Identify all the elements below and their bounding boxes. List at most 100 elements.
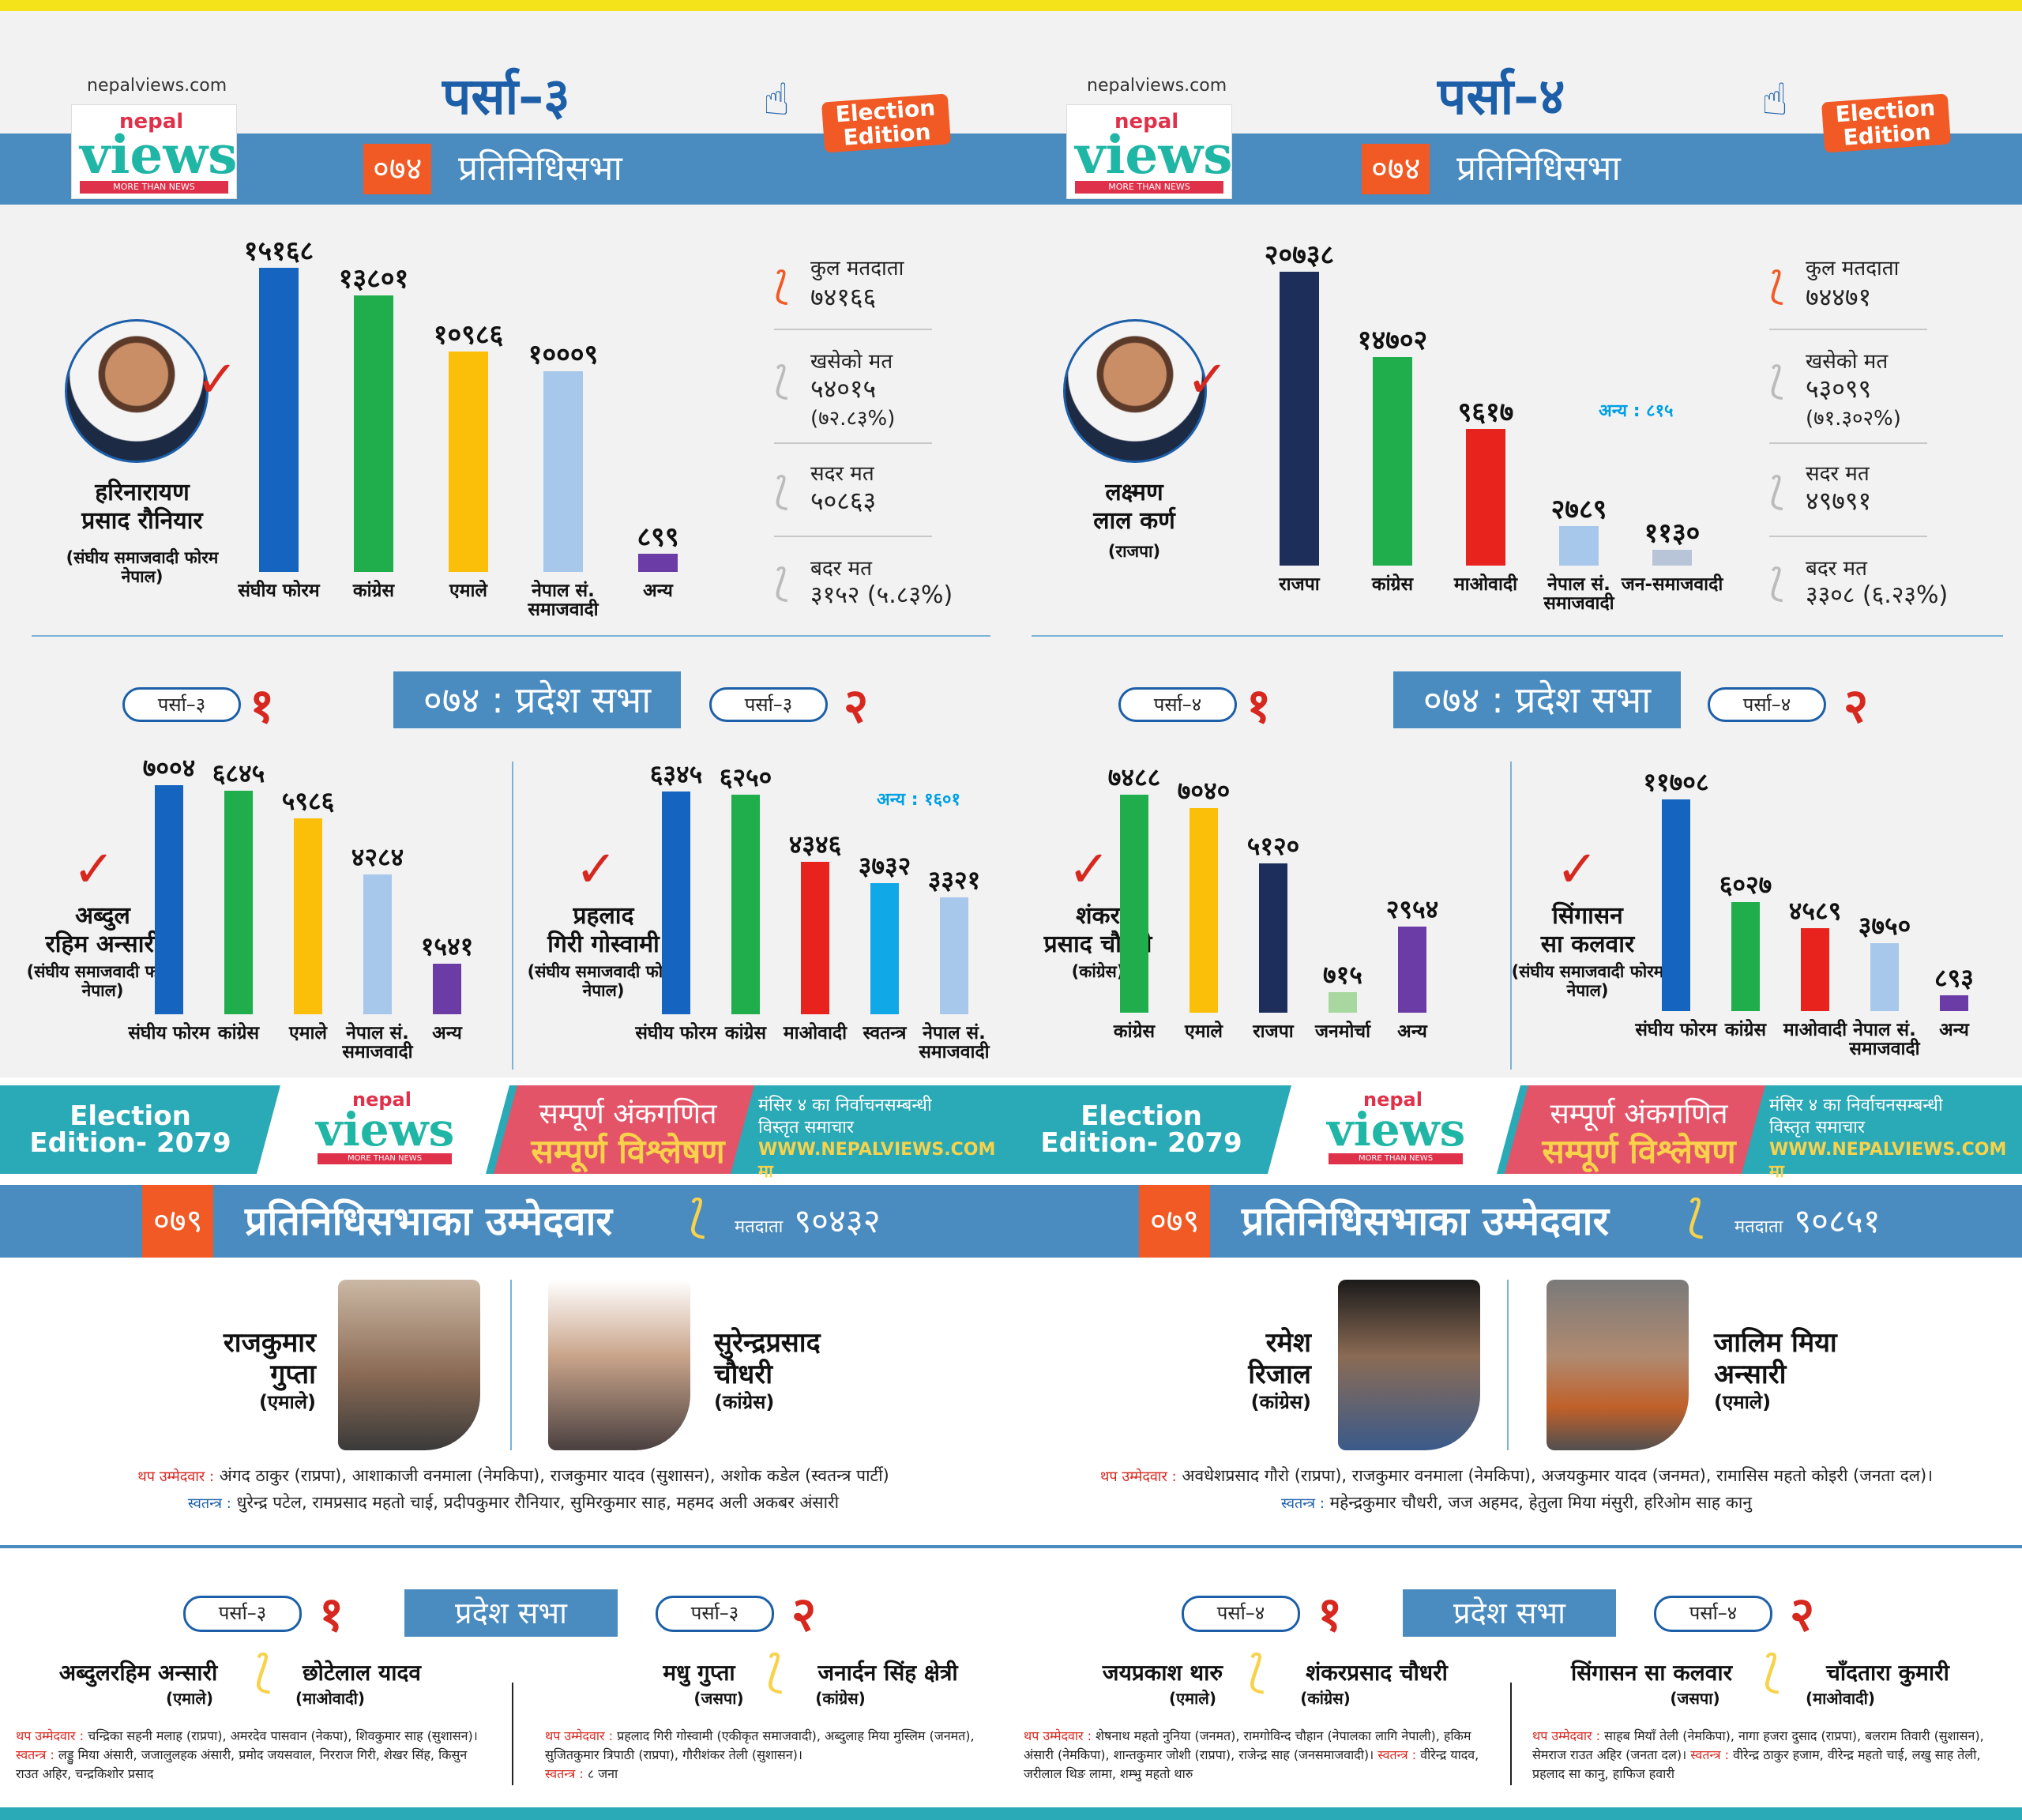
- p1-candidate-a-party: (एमाले): [1168, 1689, 1217, 1708]
- cast-votes-label: खसेको मत: [810, 350, 893, 374]
- p2-candidate-a-party: (जसपा): [1670, 1689, 1720, 1708]
- total-voters-label: कुल मतदाता: [810, 257, 904, 280]
- bar-value-label: १४७०२: [1357, 325, 1428, 356]
- banner-tagline2: सम्पूर्ण विश्लेषण: [1542, 1132, 1736, 1171]
- pradesh2-chart: ६३४५ संघीय फोरम ६२५० कांग्रेस ४३४६ माओवादी ३७३…: [0, 11, 1011, 1077]
- p2-winner-party: (संघीय समाजवादी फोरम नेपाल): [527, 962, 680, 1000]
- promo-banner[interactable]: Election Edition- 2079 nepal views MORE THA…: [0, 1085, 1011, 1182]
- pradesh2-pill: पर्सा–३: [709, 687, 828, 722]
- bar-4: [1870, 943, 1899, 1011]
- p1-candidate-a: अब्दुलरहिम अन्सारी: [58, 1660, 218, 1686]
- candidate1-name: रमेश रिजाल: [1248, 1327, 1311, 1390]
- winner-name: लक्ष्मण लाल कर्ण: [1093, 479, 1175, 535]
- candidate-divider: [1510, 1683, 1512, 1785]
- category-label: स्वतन्त्र: [863, 1023, 907, 1043]
- pradesh2-number: २: [791, 1587, 817, 1642]
- bar-value-label: ५१२०: [1246, 831, 1300, 861]
- bar-1: [155, 785, 183, 1014]
- total-voters-label: कुल मतदाता: [1806, 257, 1900, 280]
- house-label: प्रतिनिधिसभा: [1456, 149, 1621, 189]
- nepalviews-logo: nepal views MORE THAN NEWS: [1327, 1089, 1466, 1164]
- cast-votes-value: ५३०९९: [1806, 374, 1872, 404]
- p1-candidate-b-party: (माओवादी): [295, 1689, 365, 1708]
- candidate-divider: [1507, 1280, 1509, 1450]
- nepalviews-logo[interactable]: nepal views MORE THAN NEWS: [71, 104, 237, 199]
- pradesh1-number: १: [1317, 1587, 1343, 1642]
- bar-2: [731, 795, 760, 1014]
- pradesh-title: ०७४ : प्रदेश सभा: [1393, 671, 1681, 728]
- bar-value-label: ६८४५: [212, 758, 265, 788]
- top-stripe: [0, 0, 2022, 11]
- category-label: कांग्रेस: [1724, 1020, 1767, 1040]
- invalid-votes-value: ३१५२ (५.८३%): [810, 581, 953, 609]
- category-label: कांग्रेस: [724, 1023, 767, 1043]
- house-label: प्रतिनिधिसभा: [458, 149, 622, 189]
- bar-value-label: ११७०८: [1643, 767, 1709, 797]
- candidate-photo: [1338, 1280, 1480, 1450]
- bar-1: [259, 268, 299, 572]
- p1-candidate-b-party: (कांग्रेस): [1300, 1689, 1351, 1708]
- bar-value-label: ७०४०: [1177, 776, 1231, 806]
- others-note: अन्य : १६०१: [877, 790, 960, 810]
- other-candidates: थप उम्मेदवार : अंगद ठाकुर (राप्रपा), आशा…: [137, 1466, 889, 1512]
- divider: [1769, 536, 1927, 537]
- banner-tagline2: सम्पूर्ण विश्लेषण: [531, 1132, 725, 1171]
- invalid-votes-label: बदर मत: [810, 557, 872, 581]
- bar-3: [1801, 928, 1829, 1011]
- bottom-stripe: [0, 1807, 2022, 1820]
- bar-5: [940, 897, 968, 1014]
- bar-2: [354, 295, 393, 572]
- candidate-divider: [512, 1683, 513, 1785]
- bar-4: [1329, 992, 1357, 1013]
- year-box: ०७४: [363, 144, 432, 194]
- bar-value-label: ३७५०: [1858, 911, 1911, 941]
- category-label: एमाले: [449, 581, 488, 601]
- bar-1: [1280, 272, 1319, 566]
- p1-candidate-a-party: (एमाले): [165, 1689, 214, 1708]
- pradesh-title: ०७४ : प्रदेश सभा: [393, 671, 681, 728]
- parsa4-panel: nepalviews.com nepal views MORE THAN NEW…: [1011, 11, 2022, 1077]
- site-url[interactable]: nepalviews.com: [87, 76, 227, 96]
- bar-value-label: १५४१: [420, 931, 474, 961]
- winner-name: हरिनारायण प्रसाद रौनियार: [81, 479, 203, 535]
- pradesh2-number: २: [844, 679, 869, 734]
- bar-4: [363, 874, 392, 1014]
- bar-value-label: ४३४६: [788, 829, 842, 859]
- bar-value-label: १०००९: [528, 339, 599, 370]
- total-voters-value: ७४१६६: [810, 282, 877, 312]
- winner-check-icon: ✓: [1068, 840, 1111, 899]
- nepalviews-logo[interactable]: nepal views MORE THAN NEWS: [1066, 104, 1232, 199]
- candidate-photo: [338, 1280, 480, 1450]
- swirl-icon: ⟅: [774, 469, 789, 513]
- winner-photo: [1063, 319, 1207, 463]
- category-label: राजपा: [1279, 574, 1320, 595]
- voters-count: मतदाता ९०८५१: [1734, 1201, 1881, 1240]
- bar-2: [1731, 902, 1760, 1011]
- cast-votes-value: ५४०१५: [810, 374, 877, 404]
- swirl-icon: ⟅: [1769, 359, 1784, 403]
- category-label: माओवादी: [1783, 1020, 1847, 1040]
- hor-result-chart: २०७३८ राजपा १४७०२ कांग्रेस ९६१७ माओवादी २७८९ ने…: [1011, 11, 2022, 722]
- pradesh2-number: २: [1843, 679, 1869, 734]
- swirl-icon: ⟅: [1687, 1191, 1704, 1243]
- vote-hand-icon: ☝: [763, 74, 791, 126]
- cast-votes-pct: (७१.३०२%): [1806, 407, 1901, 431]
- pradesh1-number: १: [1246, 679, 1272, 734]
- p2-candidate-b: चाँदतारा कुमारी: [1826, 1660, 1949, 1686]
- swirl-icon: ⟅: [1248, 1646, 1265, 1698]
- p2-winner-party: (संघीय समाजवादी फोरम नेपाल): [1511, 962, 1664, 1000]
- promo-banner[interactable]: Election Edition- 2079 nepal views MORE THA…: [1011, 1085, 2022, 1182]
- pradesh-title: प्रदेश सभा: [404, 1589, 618, 1637]
- banner-tagline1: सम्पूर्ण अंकगणित: [1550, 1098, 1728, 1130]
- p2-other-candidates: थप उम्मेदवार : प्रहलाद गिरी गोस्वामी (एक…: [545, 1728, 975, 1781]
- category-label: राजपा: [1253, 1021, 1294, 1042]
- pradesh2-pill: पर्सा–३: [656, 1596, 774, 1632]
- site-url[interactable]: nepalviews.com: [1087, 76, 1227, 96]
- candidate2-party: (एमाले): [1714, 1391, 1772, 1413]
- invalid-votes-value: ३३०८ (६.२३%): [1806, 581, 1949, 609]
- valid-votes-label: सदर मत: [1806, 462, 1870, 486]
- banner-info: मंसिर ४ का निर्वाचनसम्बन्धी विस्तृत समाचा…: [758, 1096, 996, 1182]
- candidate2-name: जालिम मिया अन्सारी: [1714, 1327, 1837, 1390]
- category-label: माओवादी: [1453, 574, 1518, 595]
- p2-winner-name: प्रहलाद गिरी गोस्वामी: [547, 902, 660, 958]
